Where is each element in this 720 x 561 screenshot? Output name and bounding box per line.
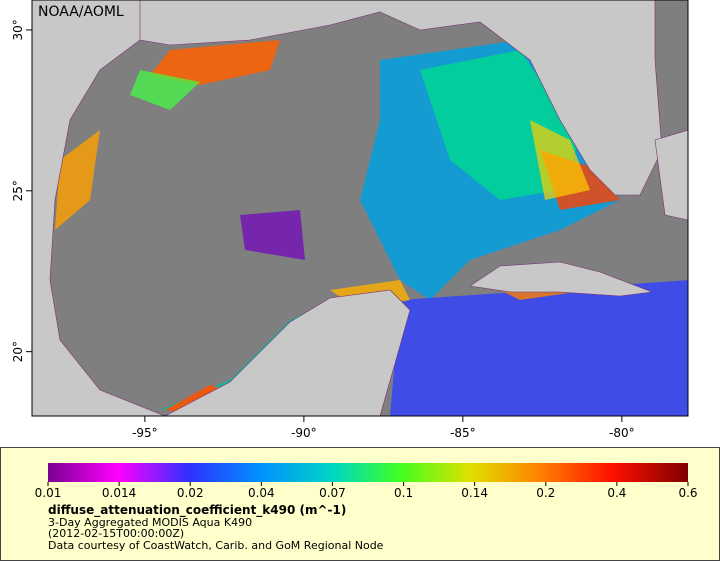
legend-variable: diffuse_attenuation_coefficient_k490 (m^… xyxy=(48,503,346,518)
color-bar-label: 0.14 xyxy=(461,486,488,500)
color-bar xyxy=(48,463,688,482)
color-bar-label: 0.01 xyxy=(35,486,62,500)
color-bar-label: 0.02 xyxy=(177,486,204,500)
color-bar-label: 0.2 xyxy=(536,486,555,500)
color-bar-label: 0.04 xyxy=(248,486,275,500)
lat-tick-label: 30° xyxy=(11,19,25,40)
color-bar-label: 0.4 xyxy=(607,486,626,500)
color-bar-label: 0.1 xyxy=(394,486,413,500)
lon-tick-label: -80° xyxy=(609,426,635,440)
color-bar-label: 0.6 xyxy=(678,486,697,500)
lat-tick-label: 20° xyxy=(11,341,25,362)
color-bar-label: 0.014 xyxy=(102,486,136,500)
map-image xyxy=(32,0,688,416)
legend-line: (2012-02-15T00:00:00Z) xyxy=(48,527,184,540)
legend-line: 3-Day Aggregated MODIS Aqua K490 xyxy=(48,516,252,529)
lon-tick-label: -90° xyxy=(291,426,317,440)
lat-tick-label: 25° xyxy=(11,180,25,201)
lon-tick-label: -85° xyxy=(450,426,476,440)
map-credit: NOAA/AOML xyxy=(38,4,124,20)
legend-line: Data courtesy of CoastWatch, Carib. and … xyxy=(48,539,384,552)
lon-tick-label: -95° xyxy=(132,426,158,440)
color-bar-label: 0.07 xyxy=(319,486,346,500)
map-frame xyxy=(31,0,689,417)
